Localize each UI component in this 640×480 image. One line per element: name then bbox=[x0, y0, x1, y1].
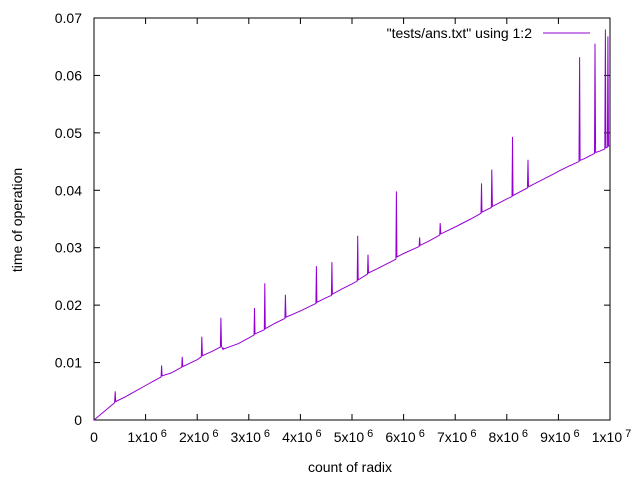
x-tick-label-1: 1x10 6 bbox=[127, 428, 166, 445]
y-tick-label-7: 0.07 bbox=[55, 10, 82, 26]
x-tick-label-7: 7x10 6 bbox=[437, 428, 476, 445]
series-layer bbox=[93, 29, 611, 421]
plot-frame bbox=[93, 17, 611, 421]
y-tick-label-1: 0.01 bbox=[55, 355, 82, 371]
x-tick-label-0: 0 bbox=[90, 429, 98, 445]
x-tick-label-10: 1x10 7 bbox=[592, 428, 631, 445]
series-line-0 bbox=[93, 29, 611, 421]
legend-label: "tests/ans.txt" using 1:2 bbox=[387, 25, 533, 41]
y-tick-label-3: 0.03 bbox=[55, 240, 82, 256]
x-tick-label-5: 5x10 6 bbox=[334, 428, 373, 445]
y-tick-label-5: 0.05 bbox=[55, 125, 82, 141]
x-axis-ticks: 0 1x10 6 2x10 6 3x10 6 4x10 6 5x10 6 6x10 6 7x10 6 8x10… bbox=[90, 18, 631, 445]
x-tick-label-4: 4x10 6 bbox=[282, 428, 321, 445]
y-tick-label-2: 0.02 bbox=[55, 297, 82, 313]
legend: "tests/ans.txt" using 1:2 bbox=[387, 25, 590, 41]
x-tick-label-3: 3x10 6 bbox=[231, 428, 270, 445]
x-tick-label-6: 6x10 6 bbox=[385, 428, 424, 445]
y-tick-label-6: 0.06 bbox=[55, 67, 82, 83]
x-tick-label-2: 2x10 6 bbox=[179, 428, 218, 445]
x-tick-label-8: 8x10 6 bbox=[489, 428, 528, 445]
x-axis-label: count of radix bbox=[308, 459, 392, 475]
y-tick-label-4: 0.04 bbox=[55, 182, 82, 198]
x-tick-label-9: 9x10 6 bbox=[540, 428, 579, 445]
y-tick-label-0: 0 bbox=[74, 412, 82, 428]
y-axis-label: time of operation bbox=[9, 168, 25, 272]
y-axis-ticks: 0 0.01 0.02 0.03 0.04 0.05 0.06 0.07 bbox=[55, 10, 610, 428]
